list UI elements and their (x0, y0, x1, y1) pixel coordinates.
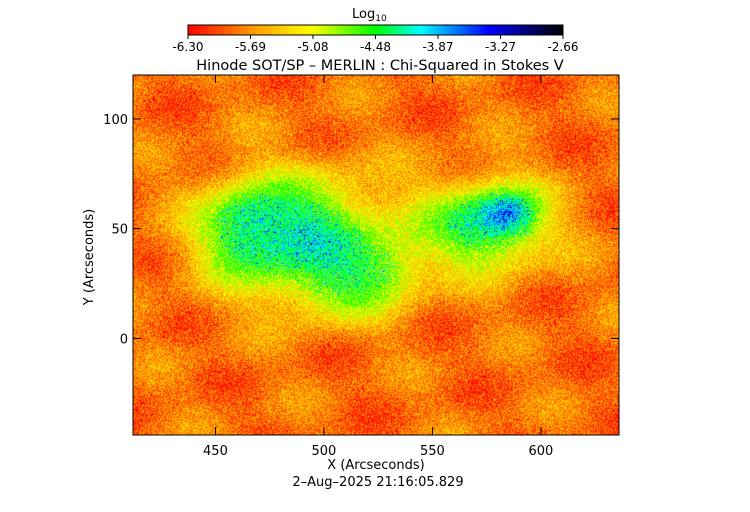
colorbar-tick-label: -2.66 (547, 40, 578, 54)
colorbar-tick-label: -4.48 (360, 40, 391, 54)
heatmap-canvas (133, 75, 619, 435)
x-axis-label: X (Arcseconds) (327, 458, 424, 473)
colorbar-ticks: -6.30 -5.69 -5.08 -4.48 -3.87 -3.27 -2.66 (172, 35, 579, 54)
y-tick-label: 50 (111, 223, 128, 238)
heatmap-image (133, 75, 619, 435)
colorbar-tick-label: -6.30 (172, 40, 203, 54)
timestamp: 2–Aug–2025 21:16:05.829 (292, 475, 463, 490)
y-tick-label: 100 (103, 113, 128, 128)
colorbar-tick-label: -5.08 (297, 40, 328, 54)
axis-ticks: 450 500 550 600 0 50 100 (103, 75, 619, 459)
colorbar-tick-label: -5.69 (235, 40, 266, 54)
colorbar-tick-label: -3.27 (485, 40, 516, 54)
plot-frame (132, 74, 620, 436)
x-tick-label: 500 (312, 444, 337, 459)
colorbar-tick-label: -3.87 (422, 40, 453, 54)
y-axis-label: Y (Arcseconds) (82, 209, 97, 306)
y-tick-label: 0 (120, 332, 128, 347)
x-tick-label: 600 (528, 444, 553, 459)
colorbar-label: Log10 (352, 7, 387, 24)
plot-area: 450 500 550 600 0 50 100 (103, 74, 620, 459)
x-tick-label: 550 (420, 444, 445, 459)
x-tick-label: 450 (203, 444, 228, 459)
colorbar (187, 24, 564, 36)
chart-title: Hinode SOT/SP – MERLIN : Chi-Squared in … (196, 58, 564, 74)
